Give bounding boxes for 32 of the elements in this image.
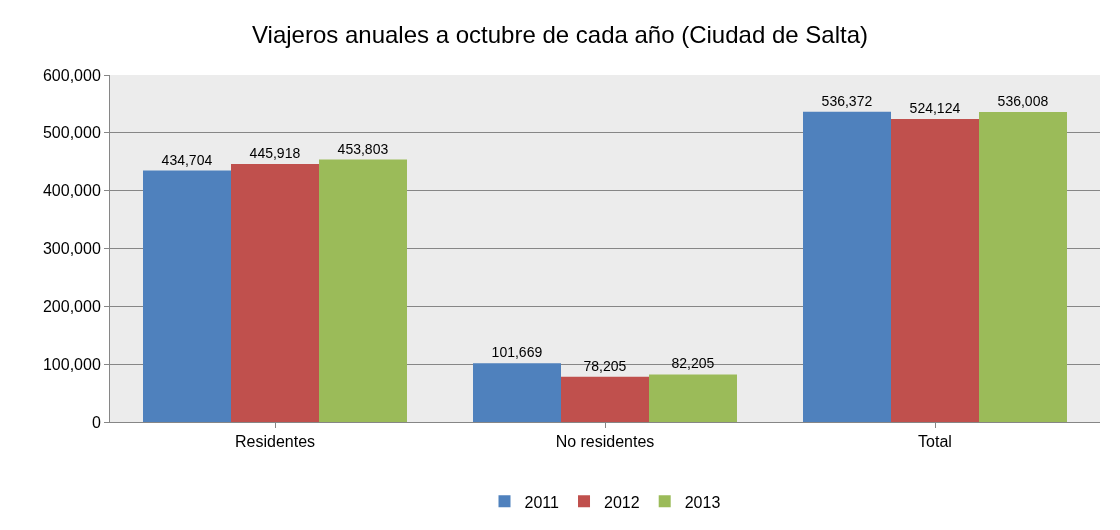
chart-title: Viajeros anuales a octubre de cada año (Ciudad de Salta) xyxy=(252,21,868,49)
data-label: 536,008 xyxy=(997,93,1049,110)
legend-label: 2011 xyxy=(524,493,560,511)
data-label: 101,669 xyxy=(491,344,543,361)
bar xyxy=(143,170,231,422)
data-label: 536,372 xyxy=(821,92,873,109)
legend-label: 2012 xyxy=(604,493,640,511)
bar xyxy=(891,118,979,422)
y-tick-label: 400,000 xyxy=(42,182,101,200)
data-label: 445,918 xyxy=(249,145,301,162)
y-tick-label: 300,000 xyxy=(42,240,101,258)
bar xyxy=(319,159,407,422)
data-label: 434,704 xyxy=(161,151,213,168)
bar xyxy=(649,374,737,422)
x-tick-label: No residentes xyxy=(555,433,655,451)
y-tick-label: 600,000 xyxy=(42,66,101,84)
y-tick-label: 200,000 xyxy=(42,297,101,315)
y-tick-label: 500,000 xyxy=(42,124,101,142)
bar xyxy=(561,376,649,422)
bar xyxy=(473,363,561,422)
data-label: 524,124 xyxy=(909,99,961,116)
bar xyxy=(803,111,891,422)
y-tick-label: 0 xyxy=(91,413,101,431)
x-tick-label: Residentes xyxy=(234,433,316,451)
x-tick-label: Total xyxy=(918,433,952,451)
bar xyxy=(979,112,1067,422)
legend-label: 2013 xyxy=(684,493,721,511)
data-label: 82,205 xyxy=(671,355,715,372)
data-label: 78,205 xyxy=(583,357,627,374)
data-label: 453,803 xyxy=(337,140,389,157)
bar xyxy=(231,164,319,422)
y-tick-label: 100,000 xyxy=(42,355,101,373)
